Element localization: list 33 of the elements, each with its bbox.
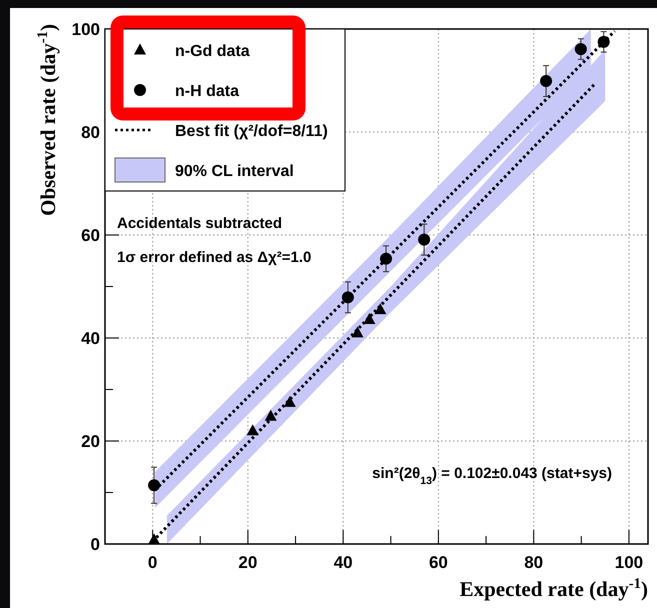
- legend-label: Best fit (χ²/dof=8/11): [175, 123, 328, 140]
- y-tick-label: 20: [81, 432, 100, 451]
- point: [418, 234, 430, 246]
- point: [574, 43, 587, 56]
- x-axis-title: Expected rate (day$^{-1}$): [460, 576, 648, 601]
- x-tick-label: 20: [238, 553, 258, 572]
- legend-label: n-Gd data: [175, 43, 250, 60]
- point: [351, 326, 364, 338]
- y-tick-label: 0: [90, 535, 100, 554]
- point: [540, 75, 552, 88]
- x-tick-label: 60: [428, 553, 448, 572]
- annotation: Accidentals subtracted: [117, 215, 282, 232]
- y-tick-label: 100: [72, 20, 100, 39]
- x-tick-label: 40: [334, 553, 353, 572]
- point: [380, 252, 392, 265]
- point: [363, 312, 376, 324]
- y-tick-label: 40: [81, 329, 100, 348]
- annotation: 1σ error defined as Δχ²=1.0: [117, 249, 312, 266]
- point: [284, 396, 296, 407]
- point: [264, 410, 277, 421]
- point: [598, 36, 610, 48]
- y-tick-label: 80: [81, 123, 100, 142]
- point: [246, 424, 259, 436]
- legend-label: 90% CL interval: [175, 163, 294, 180]
- x-tick-label: 80: [524, 553, 544, 572]
- y-tick-label: 60: [81, 226, 100, 245]
- point: [374, 303, 386, 314]
- legend-label: n-H data: [175, 83, 240, 100]
- point: [342, 291, 354, 304]
- annotation: sin²(2θ$_{13}$) = 0.102±0.043 (stat+sys): [372, 465, 612, 487]
- point: [148, 479, 160, 492]
- x-tick-label: 100: [614, 553, 644, 572]
- x-tick-label: 0: [148, 553, 158, 572]
